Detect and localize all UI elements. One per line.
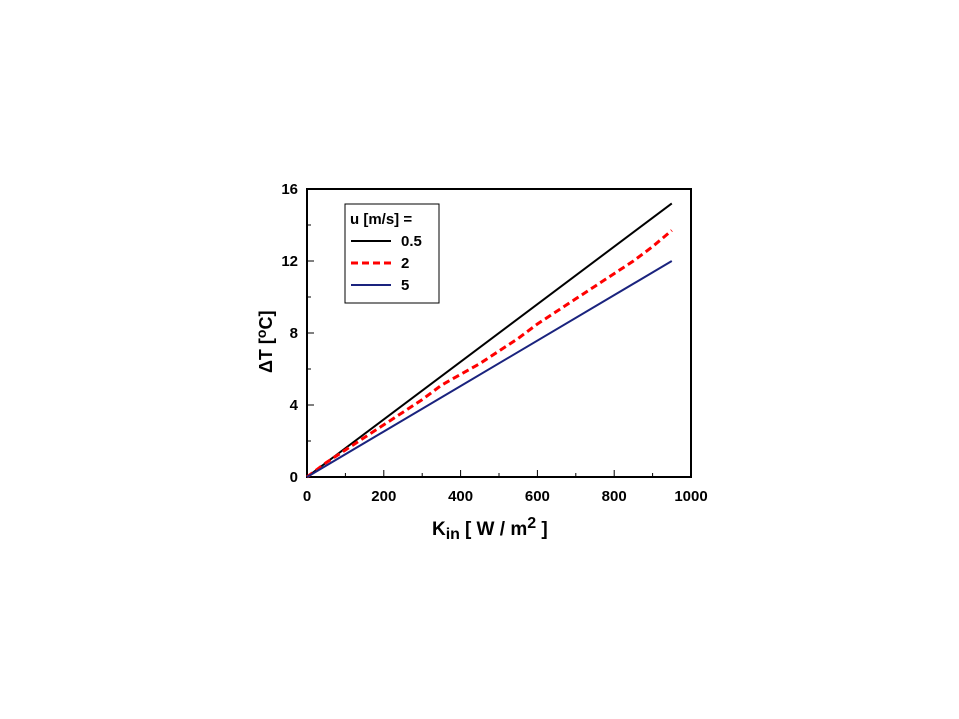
x-tick-label: 800 xyxy=(602,488,627,505)
y-tick-label: 16 xyxy=(281,181,298,198)
legend-box xyxy=(344,203,440,304)
y-axis-title-delta: Δ xyxy=(256,360,276,373)
x-axis-title-main: K xyxy=(432,519,446,540)
x-axis-title-sub: in xyxy=(446,526,460,543)
x-axis-title-units-end: ] xyxy=(536,519,548,540)
y-axis-title-sup: o xyxy=(253,330,269,339)
x-tick-label: 200 xyxy=(371,488,396,505)
y-tick-label: 8 xyxy=(290,325,298,342)
y-tick-label: 0 xyxy=(290,469,298,486)
x-axis-title-units: [ W / m xyxy=(465,519,527,540)
series-line-5 xyxy=(306,260,673,478)
y-axis-title: ΔT [oC] xyxy=(253,311,276,374)
legend: u [m/s] = 0.5 2 5 xyxy=(344,203,440,304)
legend-label-0.5: 0.5 xyxy=(401,233,422,250)
x-tick-label: 1000 xyxy=(674,488,707,505)
x-tick-label: 600 xyxy=(525,488,550,505)
x-tick-label: 400 xyxy=(448,488,473,505)
x-tick-label: 0 xyxy=(303,488,311,505)
x-axis-title: Kin [ W / m2 ] xyxy=(432,515,548,543)
y-axis-title-main: T [ xyxy=(256,338,276,360)
legend-label-5: 5 xyxy=(401,277,409,294)
series-line-2 xyxy=(306,229,673,479)
y-tick-label: 4 xyxy=(290,397,299,414)
legend-label-2: 2 xyxy=(401,255,409,272)
y-axis-title-units-end: C] xyxy=(256,311,276,330)
x-axis-title-sup: 2 xyxy=(527,515,536,532)
y-tick-label: 12 xyxy=(281,253,298,270)
series-line-0.5 xyxy=(306,202,673,478)
legend-title: u [m/s] = xyxy=(350,211,412,228)
